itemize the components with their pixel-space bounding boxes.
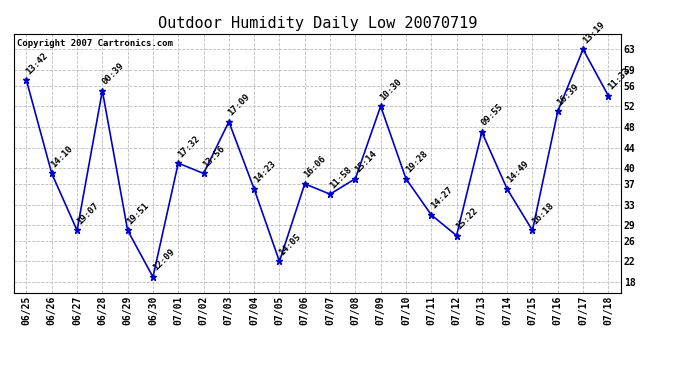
Text: 16:39: 16:39 (555, 82, 581, 107)
Text: 14:49: 14:49 (505, 159, 531, 185)
Text: 19:51: 19:51 (126, 201, 151, 226)
Text: 19:07: 19:07 (75, 201, 100, 226)
Text: 17:32: 17:32 (176, 134, 201, 159)
Text: 19:28: 19:28 (404, 149, 429, 174)
Text: 13:19: 13:19 (581, 20, 607, 45)
Text: 16:18: 16:18 (530, 201, 555, 226)
Text: 00:39: 00:39 (100, 61, 126, 87)
Text: 17:09: 17:09 (226, 92, 252, 117)
Text: 11:33: 11:33 (606, 66, 631, 92)
Text: 14:10: 14:10 (50, 144, 75, 169)
Text: 12:09: 12:09 (150, 248, 176, 273)
Text: 14:27: 14:27 (429, 185, 455, 211)
Text: 13:42: 13:42 (24, 51, 50, 76)
Text: 09:55: 09:55 (480, 102, 505, 128)
Text: 15:22: 15:22 (454, 206, 480, 231)
Title: Outdoor Humidity Daily Low 20070719: Outdoor Humidity Daily Low 20070719 (158, 16, 477, 31)
Text: 16:06: 16:06 (302, 154, 328, 180)
Text: 14:05: 14:05 (277, 232, 303, 257)
Text: 13:56: 13:56 (201, 144, 227, 169)
Text: 11:58: 11:58 (328, 165, 353, 190)
Text: 14:23: 14:23 (252, 159, 277, 185)
Text: 15:14: 15:14 (353, 149, 379, 174)
Text: 10:30: 10:30 (378, 76, 404, 102)
Text: Copyright 2007 Cartronics.com: Copyright 2007 Cartronics.com (17, 39, 172, 48)
